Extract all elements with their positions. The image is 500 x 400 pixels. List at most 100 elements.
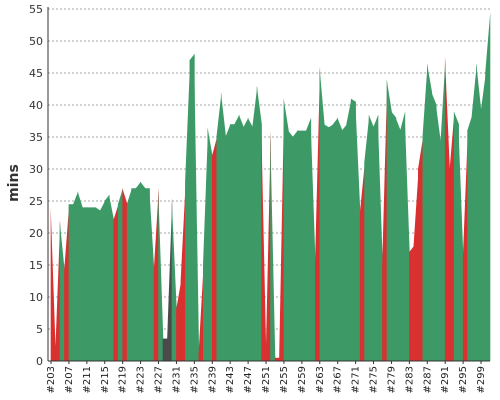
area-segment [458, 124, 464, 361]
area-segment [171, 197, 177, 361]
x-tick-label: #255 [279, 366, 290, 393]
y-tick-label: 0 [36, 355, 43, 368]
area-segment [323, 124, 330, 361]
area-segment [400, 111, 406, 362]
area-segment [373, 114, 379, 361]
area-segment [131, 188, 137, 361]
area-segment [409, 245, 415, 361]
area-segment [467, 114, 473, 361]
area-segment [158, 188, 164, 361]
area-segment [144, 188, 150, 361]
x-tick-label: #259 [297, 366, 308, 393]
area-segment [140, 181, 146, 361]
x-tick-label: #223 [136, 366, 147, 393]
area-segment [422, 63, 428, 362]
x-tick-label: #239 [207, 366, 218, 393]
area-segment [368, 114, 374, 361]
x-tick-label: #211 [82, 366, 93, 393]
area-segment [350, 98, 356, 361]
area-segment [310, 117, 316, 361]
y-tick-label: 45 [29, 67, 43, 80]
x-tick-label: #227 [154, 366, 165, 393]
area-segment [104, 194, 110, 361]
x-tick-label: #299 [476, 366, 487, 393]
area-segment [73, 191, 79, 361]
y-tick-label: 10 [29, 291, 43, 304]
x-tick-label: #243 [225, 366, 236, 393]
y-tick-label: 40 [29, 99, 43, 112]
x-tick-label: #235 [189, 366, 200, 393]
area-segment [194, 53, 200, 362]
area-segment [485, 12, 491, 361]
area-segment [113, 204, 119, 361]
area-segment [203, 127, 209, 362]
area-segment [395, 117, 401, 361]
area-segment [59, 220, 65, 361]
y-axis-label: mins [6, 164, 22, 202]
area-segment [297, 130, 303, 361]
x-tick-label: #251 [261, 366, 272, 393]
axis-layer: 0 5 10 15 20 25 30 35 40 45 50 55 #203 #207 #211 #215 #2… [29, 3, 490, 393]
x-tick-label: #279 [386, 366, 397, 393]
area-segment [386, 79, 392, 362]
y-tick-label: 15 [29, 259, 43, 272]
area-segment [86, 207, 92, 361]
area-segment [355, 101, 361, 362]
area-segment [435, 105, 442, 361]
area-segment [314, 66, 321, 361]
area-segment [382, 79, 388, 362]
area-segment [476, 63, 482, 362]
area-segment [243, 117, 249, 361]
area-segment [444, 57, 450, 361]
area-segment [328, 124, 334, 361]
area-segment [55, 220, 61, 361]
x-tick-label: #283 [404, 366, 415, 393]
y-tick-label: 55 [29, 3, 43, 16]
x-tick-label: #275 [369, 366, 380, 393]
area-segment [77, 191, 83, 361]
area-segment [480, 73, 486, 361]
area-segment [176, 281, 182, 361]
area-segment [319, 66, 325, 361]
area-segment [413, 169, 419, 361]
area-segment [211, 137, 218, 361]
area-segment [247, 117, 253, 361]
area-segment [252, 85, 258, 362]
area-segment [234, 114, 240, 361]
area-segment [64, 204, 70, 361]
y-tick-label: 35 [29, 131, 43, 144]
x-tick-label: #203 [46, 366, 57, 393]
area-segment [462, 130, 468, 361]
area-segment [261, 124, 267, 361]
area-segment [270, 130, 276, 361]
area-segment [440, 57, 446, 361]
area-segment [418, 137, 424, 361]
area-segment [256, 85, 262, 362]
area-segment [126, 188, 132, 361]
area-segment [431, 92, 437, 361]
x-tick-label: #263 [315, 366, 326, 393]
area-segment [180, 181, 186, 361]
area-segment [332, 117, 338, 361]
area-segment [341, 124, 347, 361]
x-tick-label: #295 [458, 366, 469, 393]
area-segment [99, 201, 106, 361]
x-tick-label: #271 [351, 366, 362, 393]
area-segment [404, 111, 410, 362]
y-tick-label: 50 [29, 35, 43, 48]
x-tick-label: #215 [100, 366, 111, 393]
area-segment [122, 188, 128, 361]
area-segment [185, 60, 191, 361]
area-segment [274, 357, 280, 361]
area-layer [50, 12, 491, 362]
area-segment [359, 162, 365, 361]
y-tick-label: 25 [29, 195, 43, 208]
area-segment [265, 130, 271, 361]
area-segment [220, 92, 227, 361]
x-tick-label: #231 [171, 366, 182, 393]
area-segment [453, 111, 459, 362]
area-segment [426, 63, 433, 362]
area-segment [91, 207, 97, 361]
area-segment [162, 338, 168, 361]
